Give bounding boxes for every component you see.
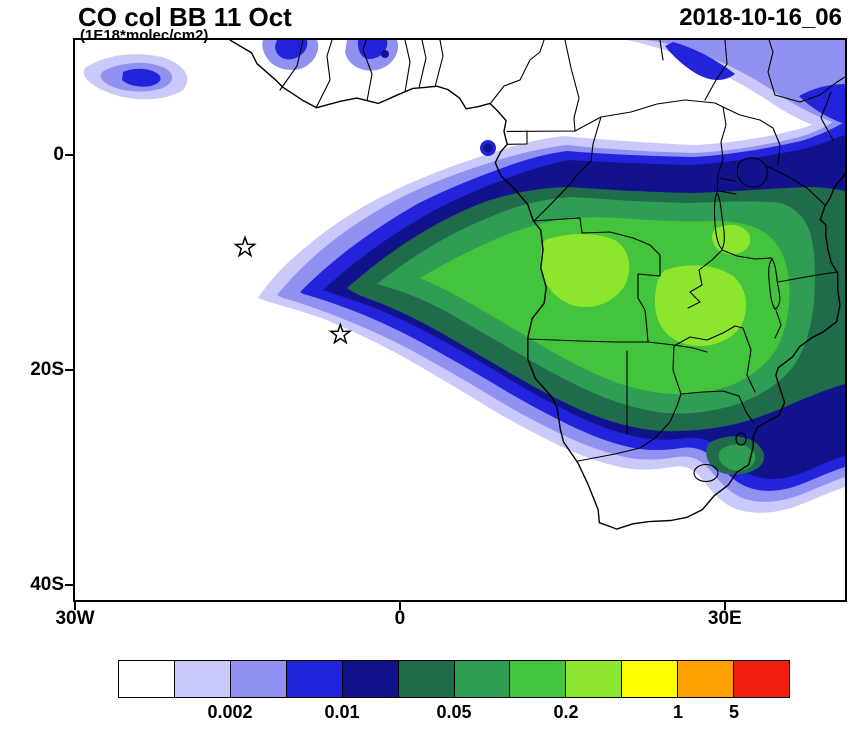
y-axis-label: 20S: [30, 358, 64, 380]
colorbar-cell-3: [230, 661, 287, 697]
contour-level9-patch1: [540, 234, 630, 308]
colorbar-cell-9: [566, 661, 623, 697]
y-axis-label: 0: [53, 144, 64, 165]
colorbar-cell-12: [734, 661, 790, 697]
colorbar-cell-7: [454, 661, 511, 697]
borders-east-africa: [718, 106, 839, 339]
x-axis-label: 30E: [707, 608, 742, 629]
y-axis-label: 40S: [30, 573, 64, 595]
y-axis-tick: [65, 368, 73, 371]
borders-central-africa: [506, 40, 727, 343]
contour-level5-topedge-dot: [381, 50, 389, 58]
borders-northeast-corner: [659, 40, 845, 141]
lesotho-border: [693, 463, 719, 483]
contour-level5-gulf-dot: [483, 143, 493, 153]
colorbar-cell-10: [622, 661, 679, 697]
star-marker: [328, 322, 352, 345]
x-axis-tick: [398, 602, 401, 610]
colorbar-cell-5: [342, 661, 399, 697]
contour-level4-ne-core1: [665, 42, 735, 80]
colorbar-cell-4: [286, 661, 343, 697]
map-borders: [229, 40, 845, 530]
lake-malawi: [768, 258, 781, 310]
map-plot: [83, 40, 845, 530]
x-axis-tick: [74, 602, 76, 610]
contour-level3-ne-band: [635, 40, 845, 126]
colorbar-labels: 0.002 0.01 0.05 0.2 1 5: [118, 702, 790, 728]
colorbar-cell-1: [119, 661, 175, 697]
colorbar-tick-label: 0.01: [324, 702, 360, 722]
y-axis-tick: [65, 154, 73, 156]
colorbar-cell-6: [398, 661, 455, 697]
star-marker: [233, 235, 257, 258]
contour-level4-ne-core2: [799, 84, 845, 124]
lake-tanganyika: [713, 192, 725, 250]
colorbar-cell-2: [174, 661, 231, 697]
colorbar: [118, 660, 790, 698]
contour-level7-se-core: [718, 444, 756, 471]
lake-victoria: [736, 157, 768, 188]
star-markers: [233, 235, 352, 345]
borders-southern-africa: [527, 325, 756, 462]
x-axis-label: 0: [394, 608, 406, 629]
contour-level9-patch3: [712, 224, 751, 255]
y-axis-tick: [65, 583, 73, 586]
colorbar-cell-8: [510, 661, 567, 697]
colorbar-tick-label: 1: [672, 702, 683, 722]
colorbar-tick-label: 5: [728, 702, 739, 722]
contour-level4-topleft-core: [122, 68, 161, 87]
colorbar-cell-11: [678, 661, 735, 697]
x-axis-label: 30W: [55, 608, 95, 629]
plot-date-label: 2018-10-16_06: [679, 4, 842, 31]
contour-level9-patch2: [655, 265, 747, 346]
contour-level4-topedge2-core: [357, 40, 388, 59]
contour-level8-main: [420, 217, 790, 395]
eswatini-border: [735, 432, 747, 446]
borders-west-africa: [279, 40, 545, 109]
x-axis-tick: [723, 602, 726, 610]
plot-title: CO col BB 11 Oct: [78, 2, 292, 32]
colorbar-tick-label: 0.05: [436, 702, 472, 722]
colorbar-tick-label: 0.2: [553, 702, 579, 722]
colorbar-tick-label: 0.002: [207, 702, 253, 722]
africa-coastline: [229, 40, 845, 530]
